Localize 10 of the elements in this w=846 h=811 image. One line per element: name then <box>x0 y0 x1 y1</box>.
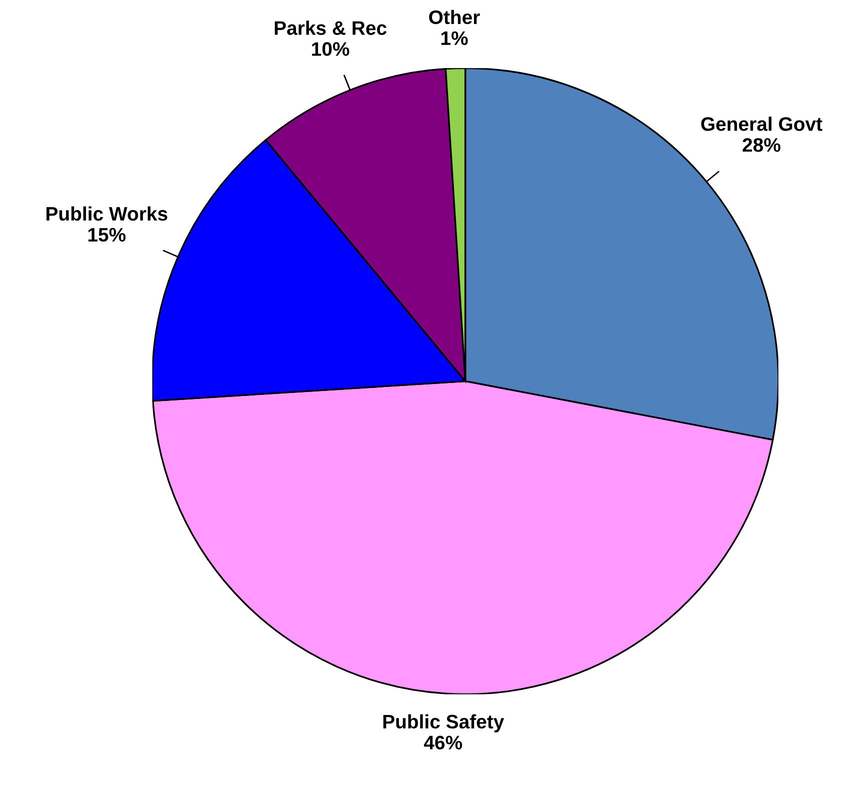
data-label: 15% <box>88 228 126 242</box>
data-label: 10% <box>312 42 350 56</box>
slice-label: General Govt <box>701 116 822 131</box>
slice-label: Parks & Rec <box>274 20 386 35</box>
slice-label: Public Works <box>46 206 168 221</box>
slice-label: Other <box>429 10 480 24</box>
data-label: 28% <box>742 138 780 152</box>
data-label: 46% <box>424 736 462 750</box>
data-label: 1% <box>441 31 468 46</box>
slice-label: Public Safety <box>383 714 504 732</box>
